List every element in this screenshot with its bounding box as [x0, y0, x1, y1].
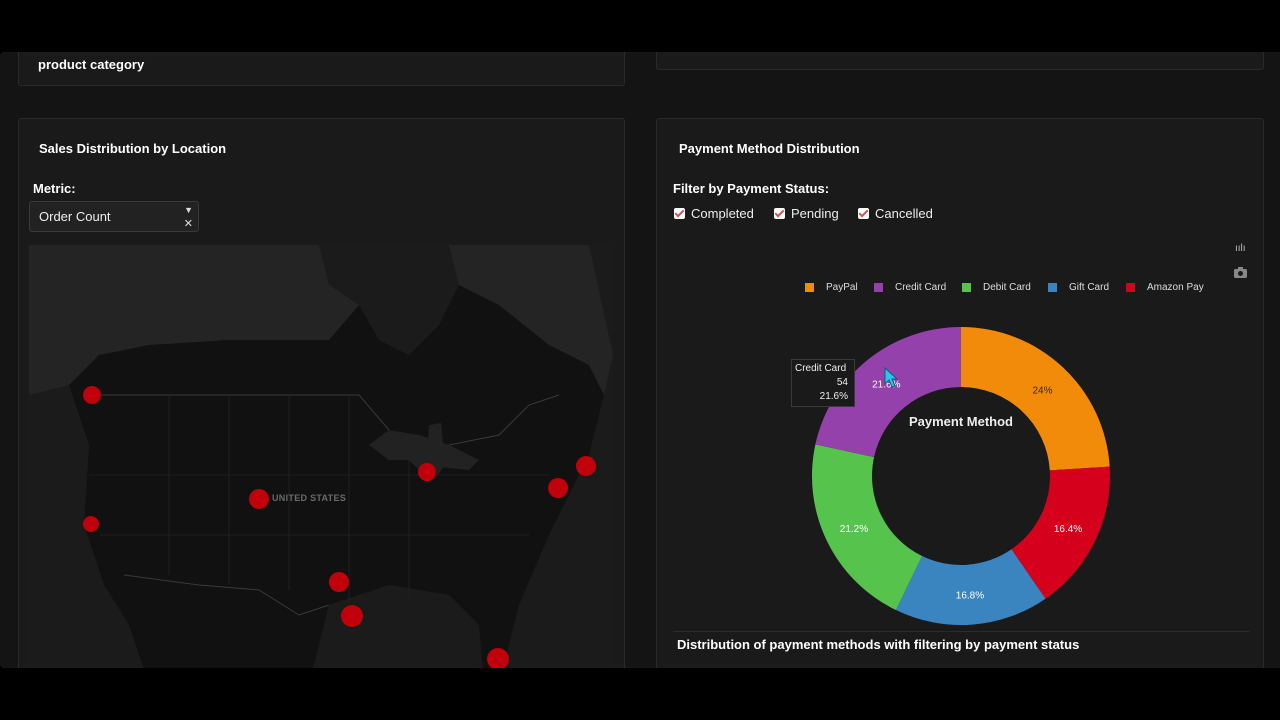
bar-chart-icon[interactable]: ıılı — [1235, 243, 1246, 254]
metric-dropdown[interactable]: Order Count ▼ ✕ — [29, 201, 199, 232]
top-right-card — [656, 52, 1264, 70]
slice-paypal[interactable] — [961, 327, 1110, 471]
legend-label: Debit Card — [983, 282, 1031, 293]
payment-method-title: Payment Method Distribution — [679, 141, 860, 156]
legend-item-credit-card[interactable]: Credit Card — [874, 282, 946, 293]
mouse-cursor-icon — [884, 367, 899, 388]
tooltip-percent: 21.6% — [819, 391, 848, 402]
map-markers — [83, 386, 596, 668]
donut-center-label: Payment Method — [909, 414, 1013, 429]
checkbox-label: Completed — [691, 206, 754, 221]
tooltip-count: 54 — [836, 377, 848, 388]
slice-label: 16.8% — [956, 591, 984, 602]
chart-tooltip: Credit Card 54 21.6% — [791, 359, 855, 407]
legend-label: Gift Card — [1069, 282, 1110, 293]
great-lakes — [369, 430, 479, 475]
map-marker[interactable] — [548, 478, 568, 498]
tooltip-label: Credit Card — [795, 363, 847, 374]
pacific-ocean — [29, 385, 144, 668]
caption-divider — [673, 631, 1249, 632]
checkbox-box[interactable] — [858, 208, 869, 219]
checkbox-box[interactable] — [674, 208, 685, 219]
state-lines — [89, 395, 549, 605]
camera-icon[interactable] — [1234, 267, 1247, 281]
dashboard: product category Sales Distribution by L… — [0, 52, 1280, 668]
caret-down-icon[interactable]: ▼ — [184, 205, 193, 215]
close-icon[interactable]: ✕ — [183, 218, 193, 230]
hudson-bay — [319, 245, 459, 355]
checkbox-cancelled[interactable]: Cancelled — [858, 206, 933, 221]
gulf-of-mexico — [313, 585, 487, 668]
payment-status-filter-label: Filter by Payment Status: — [673, 181, 830, 196]
map-marker[interactable] — [341, 605, 363, 627]
legend-item-paypal[interactable]: PayPal — [805, 282, 858, 293]
legend-swatch — [805, 283, 814, 292]
legend-swatch — [962, 283, 971, 292]
map-marker[interactable] — [418, 463, 436, 481]
metric-label: Metric: — [33, 181, 76, 196]
sales-location-card: Sales Distribution by Location Metric: O… — [18, 118, 625, 668]
map-canvas — [29, 245, 613, 668]
legend-label: Credit Card — [895, 282, 947, 293]
slice-label: 16.4% — [1054, 524, 1082, 535]
category-card: product category — [18, 52, 625, 86]
map-marker[interactable] — [249, 489, 269, 509]
legend-item-debit-card[interactable]: Debit Card — [962, 282, 1031, 293]
checkbox-label: Cancelled — [875, 206, 933, 221]
slice-label: 21.2% — [840, 524, 868, 535]
slice-label: 21.6% — [872, 379, 900, 390]
legend-label: Amazon Pay — [1147, 282, 1204, 293]
payment-method-card: Payment Method Distribution Filter by Pa… — [656, 118, 1264, 668]
location-map[interactable]: UNITED STATES — [29, 245, 613, 668]
checkbox-completed[interactable]: Completed — [674, 206, 754, 221]
payment-chart-caption: Distribution of payment methods with fil… — [677, 637, 1080, 652]
map-country-label: UNITED STATES — [272, 493, 347, 503]
slice-label: 24% — [1032, 385, 1052, 396]
legend-label: PayPal — [826, 282, 858, 293]
map-marker[interactable] — [83, 386, 101, 404]
slice-debit-card[interactable] — [812, 444, 923, 611]
checkbox-pending[interactable]: Pending — [774, 206, 839, 221]
us-canada-border — [89, 394, 560, 446]
legend-swatch — [1126, 283, 1135, 292]
atlantic-ocean — [503, 245, 613, 668]
map-marker[interactable] — [83, 516, 99, 532]
legend-swatch — [874, 283, 883, 292]
north-america-land — [69, 285, 604, 668]
slice-amazon-pay[interactable] — [1011, 466, 1110, 599]
map-marker[interactable] — [487, 648, 509, 668]
us-mexico-border — [123, 574, 330, 616]
legend-item-gift-card[interactable]: Gift Card — [1048, 282, 1109, 293]
sales-location-title: Sales Distribution by Location — [39, 141, 227, 156]
metric-dropdown-value: Order Count — [39, 209, 111, 224]
checkbox-label: Pending — [791, 206, 839, 221]
checkbox-box[interactable] — [774, 208, 785, 219]
map-marker[interactable] — [329, 572, 349, 592]
legend-swatch — [1048, 283, 1057, 292]
donut-chart[interactable]: 24% 16.4% 16.8% 21.2% 21.6% Payment Method — [657, 119, 1265, 668]
category-card-subtitle: product category — [38, 57, 145, 72]
slice-gift-card[interactable] — [895, 549, 1046, 625]
map-marker[interactable] — [576, 456, 596, 476]
slice-credit-card[interactable] — [815, 327, 961, 458]
legend-item-amazon-pay[interactable]: Amazon Pay — [1126, 282, 1204, 293]
